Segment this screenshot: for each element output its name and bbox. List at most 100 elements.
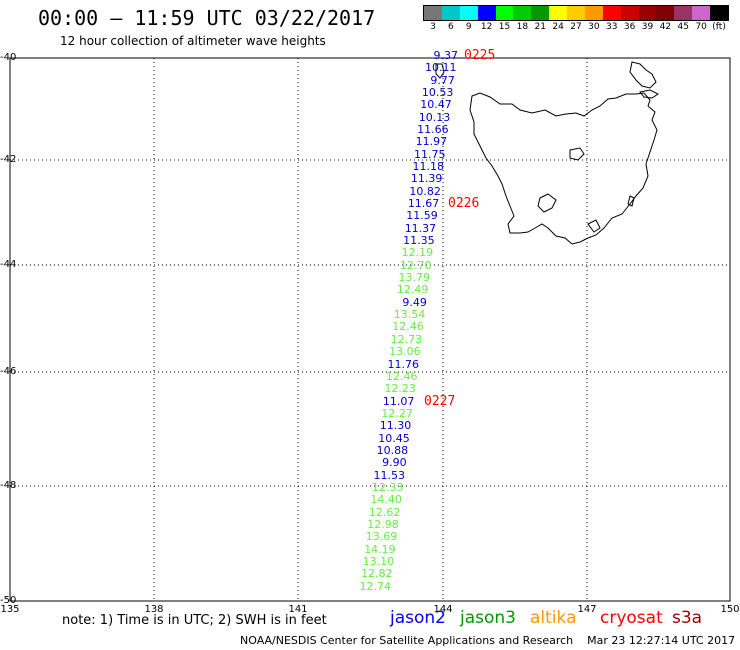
longitude-label: 150 bbox=[720, 604, 740, 615]
wave-height-value: 11.76 bbox=[387, 357, 420, 371]
latitude-label: -50 bbox=[0, 595, 17, 606]
wave-height-value: 10.11 bbox=[424, 61, 457, 75]
color-scale-label: 45 bbox=[677, 22, 690, 32]
tasmania-coastline bbox=[469, 92, 658, 245]
wave-height-value: 13.06 bbox=[389, 345, 421, 359]
color-scale-swatch bbox=[692, 6, 710, 20]
color-scale-swatch bbox=[656, 6, 675, 20]
track-time-label: 0227 bbox=[424, 393, 456, 409]
color-scale-swatch bbox=[638, 6, 657, 20]
color-scale-label: 39 bbox=[641, 22, 654, 32]
wave-height-value: 11.59 bbox=[406, 209, 438, 223]
color-scale-swatch bbox=[674, 6, 693, 20]
wave-height-value: 10.53 bbox=[421, 86, 454, 100]
color-scale-label: 24 bbox=[552, 22, 564, 32]
wave-height-value: 12.70 bbox=[400, 258, 432, 272]
color-scale-swatch bbox=[567, 6, 585, 20]
wave-height-value: 13.69 bbox=[365, 530, 398, 544]
wave-height-value: 12.19 bbox=[401, 246, 434, 260]
wave-height-value: 10.47 bbox=[420, 98, 452, 112]
wave-height-value: 11.75 bbox=[414, 147, 446, 161]
wave-height-value: 10.13 bbox=[418, 110, 451, 124]
wave-height-value: 9.90 bbox=[382, 456, 407, 470]
color-scale-swatch bbox=[424, 6, 442, 20]
color-scale-swatch bbox=[531, 6, 550, 20]
color-scale-label: 33 bbox=[606, 22, 618, 32]
page-title: 00:00 – 11:59 UTC 03/22/2017 bbox=[38, 6, 376, 30]
longitude-label: 141 bbox=[288, 604, 308, 615]
wave-height-value: 12.46 bbox=[386, 369, 418, 383]
longitude-label: 138 bbox=[144, 604, 164, 615]
page-subtitle: 12 hour collection of altimeter wave hei… bbox=[60, 34, 326, 48]
color-scale-swatch bbox=[477, 6, 496, 20]
color-scale-label: 9 bbox=[465, 22, 472, 32]
longitude-label: 135 bbox=[0, 604, 20, 615]
latitude-label: -46 bbox=[0, 366, 17, 377]
color-scale-swatch bbox=[620, 6, 639, 20]
wave-height-value: 12.23 bbox=[384, 382, 416, 396]
wave-height-value: 10.82 bbox=[409, 184, 441, 198]
color-scale-swatch bbox=[495, 6, 514, 20]
color-scale-label: 70 bbox=[695, 22, 707, 32]
flinders-island-outline bbox=[629, 61, 657, 89]
satellite-legend-item: cryosat bbox=[600, 608, 663, 628]
latitude-label: -48 bbox=[0, 480, 17, 491]
wave-height-value: 12.27 bbox=[381, 406, 413, 420]
color-scale-label: 36 bbox=[623, 22, 636, 32]
wave-height-value: 12.73 bbox=[390, 332, 423, 346]
color-scale-label: 6 bbox=[447, 22, 454, 32]
color-scale-label: (ft) bbox=[712, 22, 726, 32]
wave-height-value: 12.49 bbox=[396, 283, 429, 297]
wave-height-value: 12.98 bbox=[367, 517, 399, 531]
latitude-label: -42 bbox=[0, 154, 17, 165]
latitude-label: -40 bbox=[0, 52, 17, 63]
satellite-legend-item: jason3 bbox=[460, 608, 516, 628]
derwent-estuary-outline bbox=[587, 219, 601, 233]
wave-height-value: 11.35 bbox=[403, 234, 435, 248]
wave-height-value: 9.77 bbox=[430, 73, 455, 87]
wave-height-value: 12.33 bbox=[371, 480, 404, 494]
color-scale-swatch bbox=[602, 6, 621, 20]
wave-height-value: 9.37 bbox=[433, 49, 459, 62]
wave-height-value: 13.10 bbox=[362, 554, 395, 568]
lake-gordon-outline bbox=[537, 193, 557, 213]
great-lake-outline bbox=[569, 147, 585, 161]
maria-island-outline bbox=[627, 195, 635, 207]
color-scale-swatch bbox=[513, 6, 532, 20]
wave-height-value: 10.45 bbox=[378, 431, 410, 445]
satellite-legend-item: jason2 bbox=[390, 608, 446, 628]
wave-height-value: 11.37 bbox=[404, 221, 437, 235]
wave-height-value: 11.07 bbox=[382, 394, 415, 408]
color-scale-label: 30 bbox=[588, 22, 600, 32]
color-scale-label: 27 bbox=[570, 22, 582, 32]
footer-credit: NOAA/NESDIS Center for Satellite Applica… bbox=[240, 634, 736, 647]
color-scale-swatch bbox=[459, 6, 478, 20]
color-scale-label: 42 bbox=[659, 22, 672, 32]
wave-height-value: 11.97 bbox=[415, 135, 448, 149]
wave-height-value: 11.39 bbox=[410, 172, 443, 186]
wave-height-value: 11.66 bbox=[417, 123, 449, 137]
wave-height-value: 11.18 bbox=[412, 160, 444, 174]
wave-height-value: 10.88 bbox=[376, 443, 409, 457]
color-scale-label: 21 bbox=[534, 22, 546, 32]
wave-height-value: 11.67 bbox=[407, 197, 440, 211]
wave-height-value: 14.19 bbox=[364, 542, 396, 556]
cape-barren-island-outline bbox=[639, 89, 659, 99]
track-time-label: 0226 bbox=[448, 196, 480, 212]
longitude-label: 144 bbox=[433, 604, 453, 615]
wave-height-value: 12.74 bbox=[359, 579, 392, 593]
wave-height-value: 12.82 bbox=[361, 567, 393, 581]
wave-height-value: 13.79 bbox=[398, 271, 430, 285]
wave-height-value: 13.54 bbox=[393, 308, 426, 322]
wave-height-value: 12.46 bbox=[392, 320, 424, 334]
color-scale-bar bbox=[423, 5, 729, 21]
king-island-outline bbox=[435, 63, 445, 79]
longitude-label: 147 bbox=[577, 604, 597, 615]
wave-height-value: 12.62 bbox=[368, 505, 401, 519]
color-scale-swatch bbox=[584, 6, 603, 20]
color-scale-label: 3 bbox=[430, 22, 436, 32]
wave-height-value: 11.30 bbox=[379, 419, 412, 433]
color-scale-swatch bbox=[549, 6, 567, 20]
